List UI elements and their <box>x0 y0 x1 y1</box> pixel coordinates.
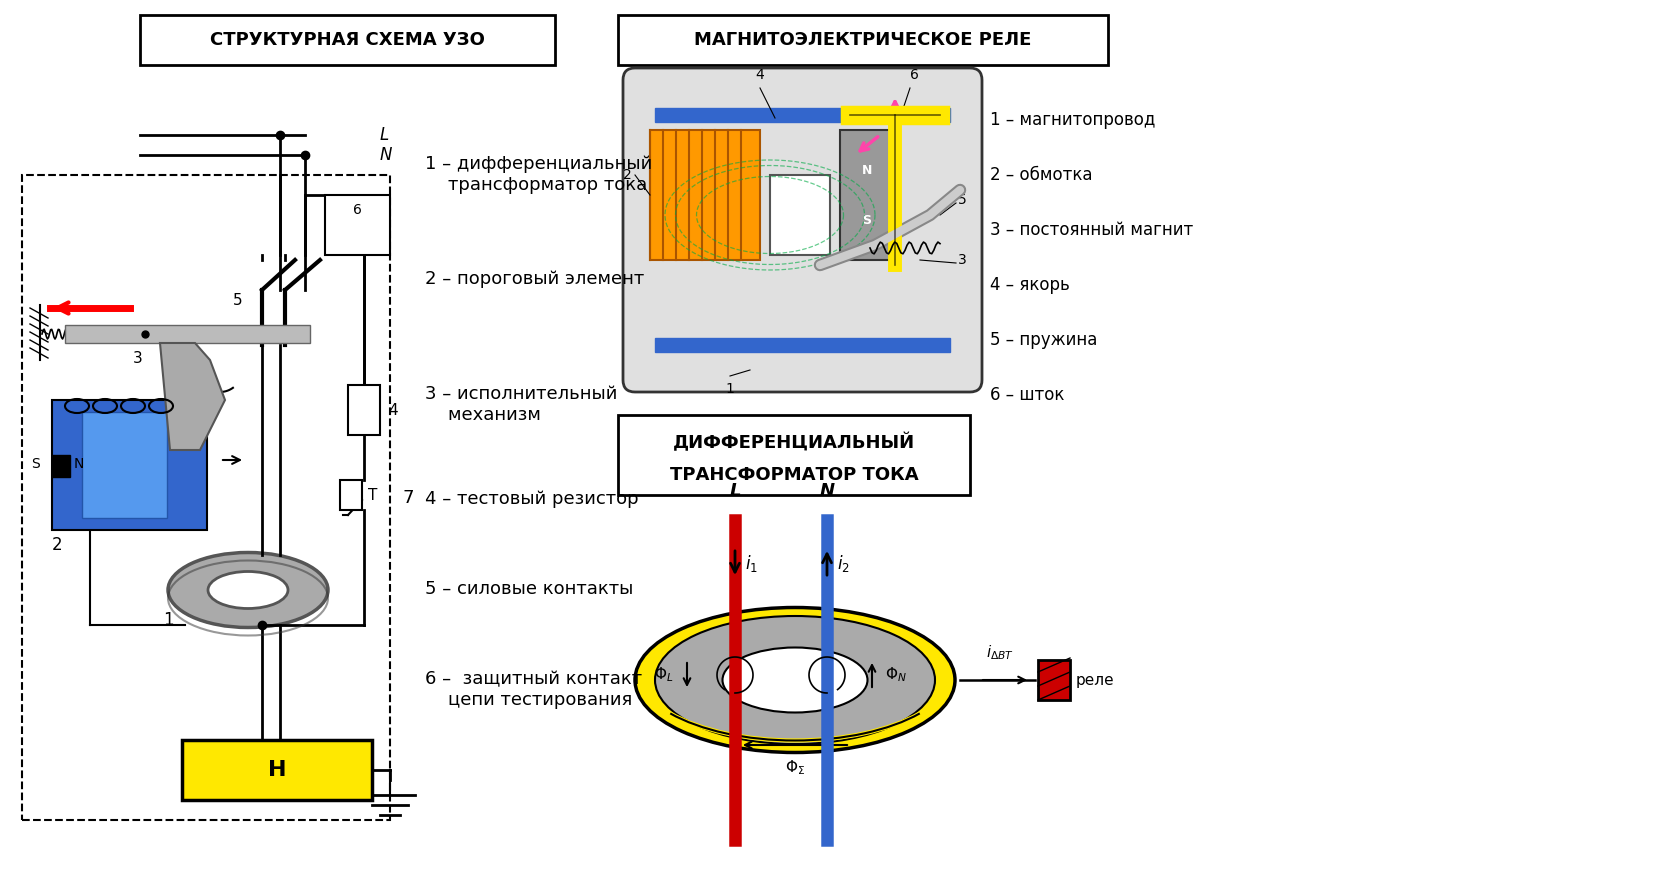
Text: N: N <box>379 146 393 164</box>
Text: 4: 4 <box>388 402 398 417</box>
Bar <box>140 15 556 65</box>
Text: $i_{\Delta BT}$: $i_{\Delta BT}$ <box>987 643 1013 662</box>
Text: 2 – пороговый элемент: 2 – пороговый элемент <box>424 270 644 288</box>
Bar <box>770 175 830 255</box>
Ellipse shape <box>636 607 955 752</box>
Text: 1 – дифференциальный
    трансформатор тока: 1 – дифференциальный трансформатор тока <box>424 155 652 194</box>
Text: 2: 2 <box>624 168 632 182</box>
Bar <box>348 385 379 435</box>
Bar <box>65 325 310 343</box>
Text: 3 – постоянный магнит: 3 – постоянный магнит <box>990 221 1193 239</box>
Text: 1: 1 <box>726 382 734 396</box>
FancyBboxPatch shape <box>622 68 982 392</box>
Bar <box>82 412 166 518</box>
Text: S: S <box>32 457 40 471</box>
Bar <box>181 740 373 800</box>
Text: 3 – исполнительный
    механизм: 3 – исполнительный механизм <box>424 385 617 424</box>
Text: 3: 3 <box>958 253 967 267</box>
Text: S: S <box>862 213 872 226</box>
Bar <box>52 455 70 477</box>
Polygon shape <box>160 343 225 450</box>
Text: $i_2$: $i_2$ <box>837 552 850 574</box>
Text: N: N <box>73 457 85 471</box>
Text: H: H <box>268 760 286 780</box>
Text: 3: 3 <box>133 351 143 366</box>
Bar <box>656 108 950 122</box>
Text: N: N <box>819 482 835 500</box>
Ellipse shape <box>722 647 867 712</box>
Ellipse shape <box>168 552 328 628</box>
Text: T: T <box>368 488 378 503</box>
Text: 4: 4 <box>755 68 764 82</box>
Text: СТРУКТУРНАЯ СХЕМА УЗО: СТРУКТУРНАЯ СХЕМА УЗО <box>210 31 484 49</box>
Text: 6: 6 <box>910 68 919 82</box>
Text: 6 –  защитный контакт
    цепи тестирования: 6 – защитный контакт цепи тестирования <box>424 670 642 709</box>
Text: L: L <box>379 126 389 144</box>
Bar <box>651 130 760 260</box>
Bar <box>617 15 1108 65</box>
Text: $\Phi_L$: $\Phi_L$ <box>654 666 672 685</box>
Bar <box>1038 660 1070 700</box>
Bar <box>656 338 950 352</box>
Text: 4 – тестовый резистор: 4 – тестовый резистор <box>424 490 639 508</box>
Text: $\Phi_\Sigma$: $\Phi_\Sigma$ <box>785 758 805 777</box>
Bar <box>339 480 363 510</box>
Text: 5 – силовые контакты: 5 – силовые контакты <box>424 580 634 598</box>
Bar <box>840 130 895 260</box>
Text: $i_1$: $i_1$ <box>745 552 759 574</box>
Bar <box>324 195 389 255</box>
Text: ТРАНСФОРМАТОР ТОКА: ТРАНСФОРМАТОР ТОКА <box>669 466 919 484</box>
Text: L: L <box>729 482 740 500</box>
Text: 6: 6 <box>353 203 363 217</box>
Text: 5: 5 <box>958 193 967 207</box>
Text: 6 – шток: 6 – шток <box>990 386 1065 404</box>
Text: 1 – магнитопровод: 1 – магнитопровод <box>990 111 1155 129</box>
Ellipse shape <box>208 572 288 608</box>
Text: реле: реле <box>1077 672 1115 687</box>
Text: 5: 5 <box>233 292 243 307</box>
Bar <box>617 415 970 495</box>
Bar <box>22 175 389 820</box>
Text: 5 – пружина: 5 – пружина <box>990 331 1097 349</box>
Text: N: N <box>862 163 872 177</box>
Text: 2 – обмотка: 2 – обмотка <box>990 166 1093 184</box>
Ellipse shape <box>656 616 935 744</box>
Text: МАГНИТОЭЛЕКТРИЧЕСКОЕ РЕЛЕ: МАГНИТОЭЛЕКТРИЧЕСКОЕ РЕЛЕ <box>694 31 1032 49</box>
Text: 4 – якорь: 4 – якорь <box>990 276 1070 294</box>
Bar <box>52 400 206 530</box>
Text: ДИФФЕРЕНЦИАЛЬНЫЙ: ДИФФЕРЕНЦИАЛЬНЫЙ <box>672 433 915 453</box>
Text: 1: 1 <box>163 611 173 629</box>
Text: 7: 7 <box>403 488 413 506</box>
Text: $\Phi_N$: $\Phi_N$ <box>885 666 907 685</box>
Text: 2: 2 <box>52 536 63 554</box>
